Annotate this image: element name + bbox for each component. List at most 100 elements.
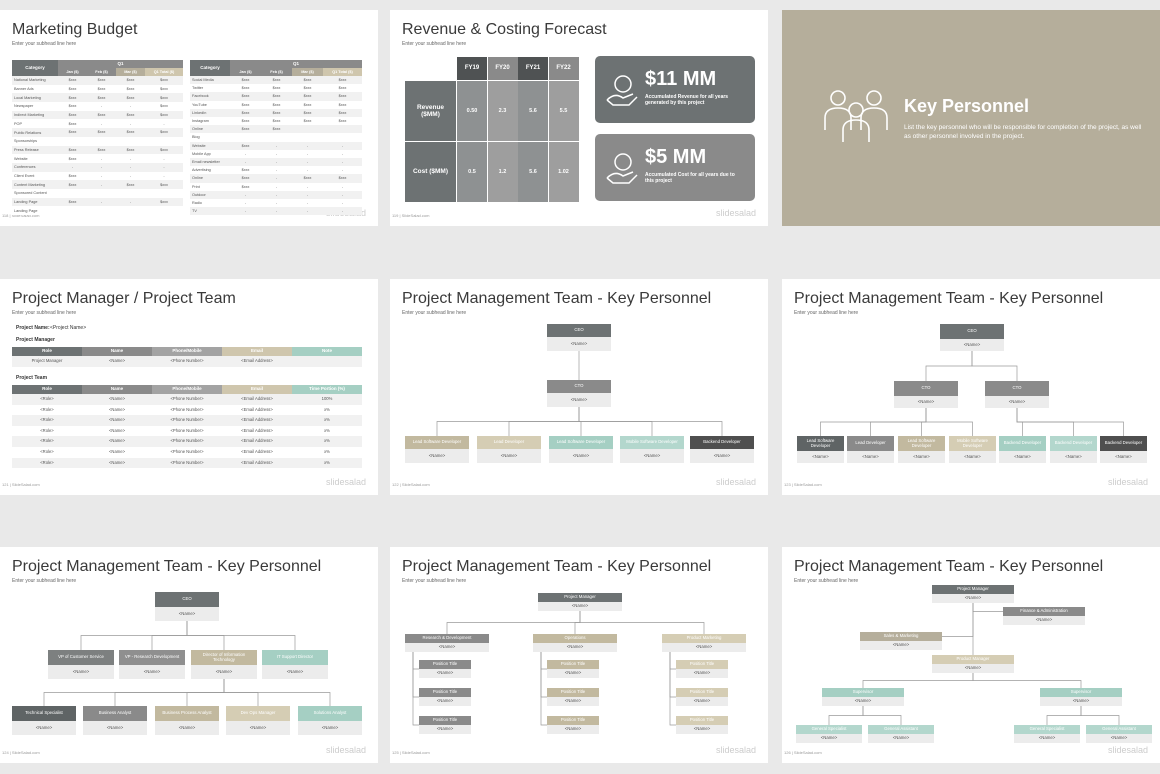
node-name: <Name> — [419, 725, 471, 734]
slide-footer: 126 | SlideSalad.com — [784, 750, 822, 755]
column-header: FY21 — [518, 57, 548, 80]
column-header: Time Portion (%) — [292, 385, 362, 394]
table-cell: - — [100, 200, 103, 205]
icon-head — [830, 90, 846, 106]
connector — [1080, 706, 1120, 725]
table-cell: - — [71, 165, 74, 170]
table-row — [12, 84, 183, 94]
connector — [446, 611, 581, 634]
node-label: Backend Developer — [690, 436, 754, 449]
table-cell: POP — [14, 121, 23, 126]
column-header: Name — [82, 347, 152, 356]
node-label: Lead Developer — [477, 436, 541, 449]
node-name: <Name> — [547, 669, 599, 678]
node-label: Operations — [533, 634, 617, 643]
node-label: Position Title — [419, 688, 471, 697]
table-cell: - — [100, 104, 103, 109]
node-label: Mobile Software Developer — [620, 436, 684, 449]
header-cell: Feb ($) — [261, 68, 292, 76]
table-cell: Radio — [192, 201, 202, 206]
table-row — [12, 154, 183, 163]
table-cell: - — [306, 168, 309, 173]
table-cell: $xxx — [97, 147, 106, 152]
table-cell: - — [100, 156, 103, 161]
table-cell: $xxx — [97, 86, 106, 91]
table-cell: - — [306, 209, 309, 214]
node-label: CEO — [547, 324, 611, 337]
table-cell: $xxx — [68, 200, 77, 205]
column-header: Note — [292, 347, 362, 356]
table-cell: <Role> — [40, 459, 54, 465]
connector — [578, 407, 723, 436]
table-cell: $xxx — [68, 86, 77, 91]
node-label: Business Process Analyst — [155, 706, 219, 721]
table-cell: Project Manager — [31, 357, 63, 363]
node-name: <Name> — [533, 643, 617, 652]
table-cell: Website — [14, 156, 28, 161]
node-name: <Name> — [262, 665, 328, 679]
table-cell: $xxx — [272, 78, 281, 82]
summary-card: $5 MM Accumulated Cost for all years due … — [595, 134, 755, 201]
node-name: <Name> — [796, 734, 862, 743]
table-cell: <Phone Number> — [170, 357, 204, 363]
table-cell: $xxx — [97, 113, 106, 118]
table-cell: <Name> — [108, 438, 126, 444]
table-cell: $xxx — [160, 130, 168, 135]
node-name: <Name> — [1050, 451, 1097, 463]
node-label: Solutions Analyst — [298, 706, 362, 721]
node-label: General Specialist — [1014, 725, 1080, 734]
table-cell: - — [306, 151, 309, 156]
table-row — [190, 100, 362, 109]
node-name: <Name> — [620, 449, 684, 463]
table-cell: <Name> — [108, 417, 126, 423]
table-cell: $xxx — [68, 173, 77, 178]
table-cell: Social Media — [192, 78, 214, 83]
node-label: Research & Development — [405, 634, 489, 643]
node-name: <Name> — [676, 697, 728, 706]
table-cell: Online — [192, 127, 203, 132]
table-cell: $xxx — [272, 110, 281, 115]
table-row — [190, 166, 362, 175]
node-label: Lead Software Developer — [797, 436, 844, 451]
node-name: <Name> — [985, 396, 1049, 408]
watermark: slidesalad — [1107, 477, 1148, 487]
table-cell: $xxx — [68, 121, 77, 126]
header-cell: Category — [190, 60, 230, 76]
table-row — [190, 76, 362, 85]
table-cell: x% — [324, 406, 330, 412]
connector — [921, 408, 927, 436]
table-cell: - — [275, 151, 278, 156]
node-label: Position Title — [676, 716, 728, 725]
table-row — [12, 436, 362, 447]
table-cell: <Name> — [108, 395, 126, 401]
node-label: General Assistant — [868, 725, 934, 734]
node-label: General Assistant — [1086, 725, 1152, 734]
value-cell: 5.6 — [518, 142, 548, 202]
card-value: $5 MM — [645, 146, 707, 168]
table-cell: National Marketing — [14, 78, 46, 83]
table-cell: Print — [192, 184, 200, 189]
table-row — [190, 125, 362, 134]
table-row — [12, 93, 183, 103]
table-cell: $xxx — [338, 119, 347, 123]
table-cell: $xxx — [241, 168, 250, 173]
icon-coin — [614, 153, 632, 171]
watermark: slidesalad — [1107, 745, 1148, 755]
node-name: <Name> — [898, 451, 945, 463]
node-name: <Name> — [191, 665, 257, 679]
slide: Project Management Team - Key Personnel E… — [782, 547, 1160, 763]
table-cell: $xxx — [241, 184, 250, 189]
node-label: Lead Developer — [847, 436, 894, 451]
table-row — [190, 207, 362, 216]
table-cell: $xxx — [241, 78, 250, 82]
table-cell: x% — [324, 459, 330, 465]
value-cell: 5.6 — [518, 81, 548, 141]
table-cell: - — [129, 165, 132, 170]
slide-subhead: Enter your subhead line here — [12, 578, 77, 584]
node-label: VP - Research Development — [119, 650, 185, 665]
node-name: <Name> — [48, 665, 114, 679]
node-label: Sales & Marketing — [860, 632, 942, 641]
value-cell: 5.5 — [548, 81, 579, 141]
connector — [540, 652, 547, 726]
table-cell: <Role> — [40, 448, 54, 454]
